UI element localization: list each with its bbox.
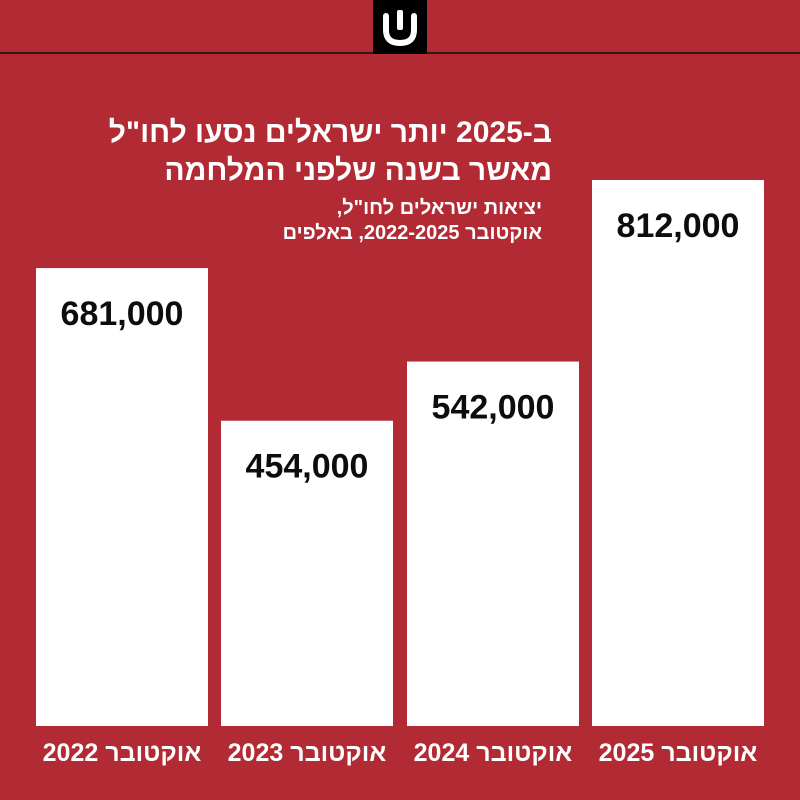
- value-label-1: 681,000: [61, 295, 184, 333]
- chart-subtitle-line-1: יציאות ישראלים לחו"ל,: [336, 197, 542, 219]
- bar-2: [221, 420, 393, 726]
- value-label-2: 454,000: [246, 448, 369, 486]
- bar-1: [36, 268, 208, 726]
- category-label-2: אוקטובר 2023: [228, 739, 387, 767]
- chart-title: ב-2025 יותר ישראלים נסעו לחו"ל מאשר בשנה…: [32, 114, 552, 190]
- chart-title-line-1: ב-2025 יותר ישראלים נסעו לחו"ל: [108, 116, 552, 149]
- category-label-1: אוקטובר 2022: [43, 739, 202, 767]
- category-label-4: אוקטובר 2025: [599, 739, 758, 767]
- bar-3: [407, 361, 579, 726]
- value-label-3: 542,000: [432, 389, 555, 427]
- value-label-4: 812,000: [617, 207, 740, 245]
- category-label-3: אוקטובר 2024: [414, 739, 573, 767]
- chart-title-line-2: מאשר בשנה שלפני המלחמה: [164, 154, 552, 187]
- logo-glyph-icon: [383, 10, 417, 47]
- ynet-logo-icon[interactable]: [373, 0, 427, 54]
- bar-4: [592, 180, 764, 726]
- chart-subtitle: יציאות ישראלים לחו"ל, אוקטובר 2022-2025,…: [142, 196, 542, 246]
- chart-subtitle-line-2: אוקטובר 2022-2025, באלפים: [282, 222, 542, 244]
